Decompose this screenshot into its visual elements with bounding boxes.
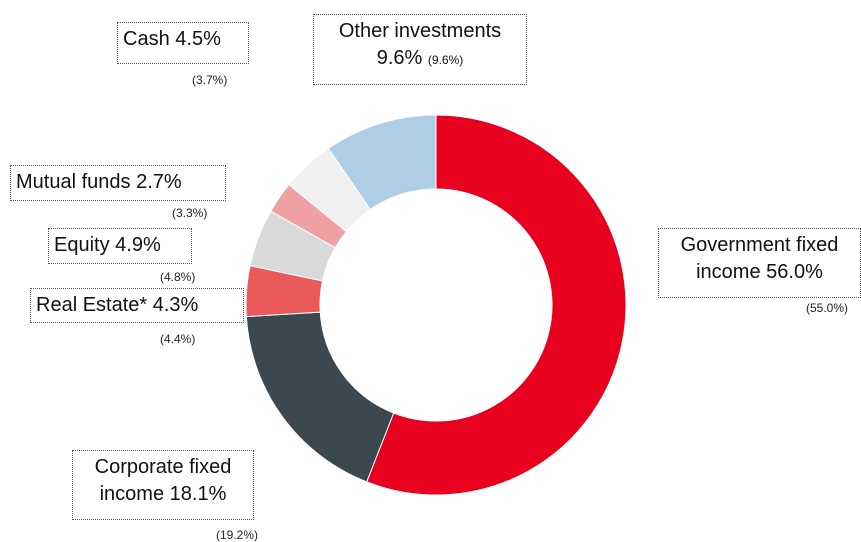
previous-value-label: (3.3%) xyxy=(172,206,208,220)
value-label: 4.5% xyxy=(175,28,221,50)
value-label: 2.7% xyxy=(136,171,182,193)
category-label: Other investments xyxy=(338,20,502,42)
category-label: Cash xyxy=(123,28,170,50)
category-label: Mutual funds xyxy=(16,171,131,193)
previous-value-label: (9.6%) xyxy=(427,53,464,67)
value-label: 4.3% xyxy=(152,294,199,316)
category-label: Corporate fixed income xyxy=(94,456,232,505)
value-label: 4.9% xyxy=(115,234,161,256)
donut-slice xyxy=(327,114,437,211)
previous-value-label: (19.2%) xyxy=(216,528,259,542)
label-box: Other investments 9.6% (9.6%) xyxy=(313,14,527,85)
label-box: Cash 4.5% xyxy=(117,22,249,64)
label-box: Equity 4.9% xyxy=(48,228,192,264)
donut-slice xyxy=(245,311,395,483)
category-label: Government fixed income xyxy=(680,234,839,283)
label-box: Government fixed income 56.0% xyxy=(658,228,861,298)
previous-value-label: (4.4%) xyxy=(160,332,196,346)
category-label: Equity xyxy=(54,234,110,256)
previous-value-label: (55.0%) xyxy=(806,301,849,315)
label-box: Mutual funds 2.7% xyxy=(10,165,226,201)
value-label: 9.6% xyxy=(376,47,423,69)
value-label: 56.0% xyxy=(766,261,823,283)
label-box: Real Estate* 4.3% xyxy=(30,288,244,323)
label-box: Corporate fixed income 18.1% xyxy=(72,450,254,520)
value-label: 18.1% xyxy=(169,483,227,505)
previous-value-label: (4.8%) xyxy=(160,270,196,284)
previous-value-label: (3.7%) xyxy=(192,73,228,87)
donut-slice xyxy=(366,114,627,496)
category-label: Real Estate* xyxy=(36,294,148,316)
